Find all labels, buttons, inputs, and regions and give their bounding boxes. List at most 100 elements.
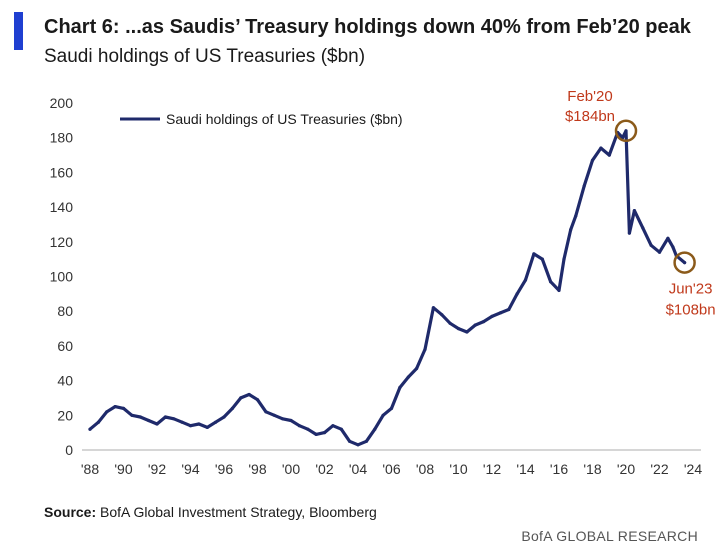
data-point xyxy=(582,184,586,188)
data-point xyxy=(348,439,352,443)
x-tick-label: '10 xyxy=(449,461,467,477)
x-tick-label: '94 xyxy=(181,461,199,477)
data-point xyxy=(281,417,285,421)
y-tick-label: 0 xyxy=(65,442,73,458)
data-point xyxy=(540,257,544,261)
data-point xyxy=(599,146,603,150)
data-point xyxy=(624,129,628,133)
data-point xyxy=(105,410,109,414)
data-point xyxy=(180,420,184,424)
data-point xyxy=(96,420,100,424)
brand-label: BofA GLOBAL RESEARCH xyxy=(521,528,698,544)
x-tick-label: '08 xyxy=(416,461,434,477)
data-point xyxy=(649,243,653,247)
data-point xyxy=(121,406,126,410)
data-point xyxy=(197,422,201,426)
data-point xyxy=(498,311,502,315)
data-point xyxy=(641,226,645,230)
data-point xyxy=(247,392,251,397)
data-point xyxy=(255,398,260,402)
data-point xyxy=(205,425,209,429)
line-chart: 0 20 40 60 80 100 120 140 160 180 200 '88 '90 '92 '94… xyxy=(50,88,716,477)
data-point xyxy=(130,413,134,417)
data-point xyxy=(532,252,536,256)
data-point xyxy=(607,153,611,157)
y-tick-label: 180 xyxy=(50,130,74,146)
data-point xyxy=(448,321,452,325)
x-tick-label: '96 xyxy=(215,461,233,477)
x-tick-label: '14 xyxy=(516,461,534,477)
data-point xyxy=(557,288,561,292)
y-tick-label: 80 xyxy=(57,303,73,319)
y-tick-label: 160 xyxy=(50,164,74,180)
data-point xyxy=(364,439,368,443)
data-point xyxy=(306,427,310,431)
x-tick-label: '20 xyxy=(617,461,635,477)
y-tick-label: 140 xyxy=(50,199,74,215)
source-note: Source: BofA Global Investment Strategy,… xyxy=(44,504,377,520)
data-point xyxy=(356,443,360,447)
data-point xyxy=(239,396,243,400)
data-point xyxy=(272,413,276,417)
x-tick-label: '12 xyxy=(483,461,501,477)
x-tick-label: '18 xyxy=(583,461,601,477)
series-line xyxy=(88,129,687,447)
annotation-label: $108bn xyxy=(666,302,716,319)
data-point xyxy=(406,375,410,379)
x-tick-label: '98 xyxy=(248,461,266,477)
data-point xyxy=(138,415,142,419)
y-tick-label: 120 xyxy=(50,234,74,250)
data-point xyxy=(289,418,293,423)
data-point xyxy=(473,323,477,327)
data-point xyxy=(172,417,176,421)
data-point xyxy=(683,261,687,265)
x-tick-label: '04 xyxy=(349,461,367,477)
chart-subtitle: Saudi holdings of US Treasuries ($bn) xyxy=(44,46,366,67)
data-point xyxy=(415,366,419,371)
annotation-label: Feb'20 xyxy=(567,88,612,105)
data-point xyxy=(549,280,553,284)
data-point xyxy=(214,420,218,424)
data-point xyxy=(590,158,595,162)
data-point xyxy=(515,292,519,296)
x-tick-label: '88 xyxy=(81,461,99,477)
data-point xyxy=(322,431,327,435)
data-point xyxy=(456,327,461,331)
data-point xyxy=(373,427,377,431)
data-point xyxy=(574,214,578,218)
data-point xyxy=(339,427,343,431)
data-point xyxy=(314,432,318,436)
data-point xyxy=(671,245,675,249)
data-point xyxy=(163,415,167,419)
data-point xyxy=(155,422,159,426)
data-point xyxy=(188,424,193,428)
data-point xyxy=(113,405,117,409)
data-point xyxy=(627,231,632,235)
annotation-circle xyxy=(673,251,696,274)
x-tick-label: '22 xyxy=(650,461,668,477)
data-point xyxy=(222,415,226,419)
data-point xyxy=(147,418,151,423)
data-point xyxy=(264,410,268,414)
data-point xyxy=(621,136,625,140)
legend: Saudi holdings of US Treasuries ($bn) xyxy=(120,111,403,127)
data-point xyxy=(569,228,573,232)
x-tick-label: '02 xyxy=(315,461,333,477)
x-tick-label: '06 xyxy=(382,461,400,477)
y-tick-label: 20 xyxy=(57,407,73,423)
x-tick-label: '24 xyxy=(684,461,702,477)
data-point xyxy=(230,406,234,410)
data-point xyxy=(666,236,670,240)
data-point xyxy=(297,424,301,428)
annotation-label: Jun'23 xyxy=(669,281,713,298)
data-point xyxy=(440,313,444,317)
data-point xyxy=(431,306,435,310)
data-point xyxy=(465,330,469,334)
y-tick-label: 60 xyxy=(57,338,73,354)
x-tick-label: '90 xyxy=(114,461,132,477)
data-point xyxy=(490,314,494,318)
data-point xyxy=(657,250,662,254)
data-point xyxy=(88,427,92,431)
data-point xyxy=(632,209,637,213)
y-tick-label: 40 xyxy=(57,373,73,389)
